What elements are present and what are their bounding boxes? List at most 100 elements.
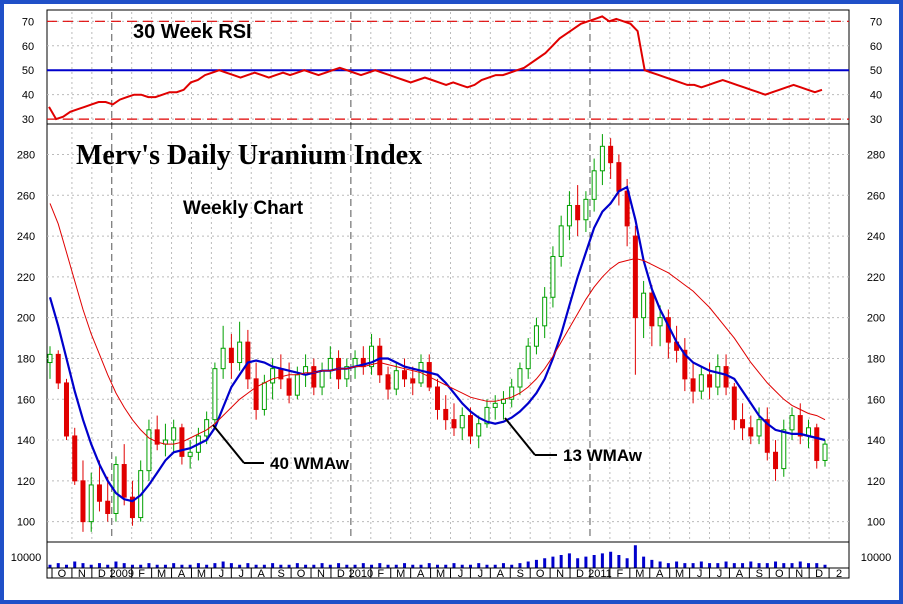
- volume-bar: [64, 564, 68, 568]
- price-tick-left: 120: [17, 476, 35, 488]
- candle: [253, 362, 259, 420]
- month-label: 2010: [349, 568, 373, 580]
- candle-body: [187, 451, 193, 457]
- month-label: J: [219, 568, 225, 580]
- volume-bar: [370, 564, 374, 568]
- candle-body: [616, 162, 622, 192]
- volume-bar: [699, 561, 703, 568]
- volume-bar: [551, 556, 555, 568]
- candle-body: [96, 484, 102, 502]
- volume-bar: [97, 563, 101, 568]
- candle: [402, 358, 408, 388]
- plot-border: [46, 9, 850, 579]
- rsi-panel: [47, 15, 849, 121]
- price-tick-right: 120: [867, 476, 885, 488]
- candle-body: [121, 464, 127, 498]
- volume-bar: [666, 563, 670, 568]
- volume-bar: [485, 564, 489, 568]
- price-tick-right: 260: [867, 190, 885, 202]
- month-label: J: [717, 568, 723, 580]
- candle: [525, 338, 531, 379]
- label-leader-13wma: [504, 417, 536, 456]
- volume-bar: [378, 563, 382, 568]
- candle-body: [129, 496, 135, 519]
- candle-body: [319, 370, 325, 388]
- volume-bar: [130, 564, 134, 568]
- month-label: D: [815, 568, 823, 580]
- month-label: J: [458, 568, 464, 580]
- candle-body: [723, 366, 729, 388]
- volume-tick-left: 10000: [11, 552, 42, 564]
- rsi-tick-left: 60: [22, 41, 34, 53]
- volume-bar: [716, 563, 720, 568]
- volume-bar: [534, 559, 538, 568]
- volume-bar: [48, 564, 52, 568]
- volume-bar: [238, 564, 242, 568]
- month-label: A: [417, 568, 425, 580]
- candle-body: [385, 374, 391, 390]
- candle-body: [566, 204, 572, 227]
- candle: [435, 378, 440, 420]
- candle: [533, 317, 539, 355]
- rsi-tick-right: 70: [870, 16, 882, 28]
- volume-bar: [304, 564, 308, 568]
- label-13wma: 13 WMAw: [563, 446, 643, 465]
- candle: [797, 403, 803, 445]
- volume-bar: [353, 564, 357, 568]
- price-tick-left: 160: [17, 394, 35, 406]
- candle: [509, 378, 515, 408]
- volume-panel: [48, 545, 827, 568]
- candle-body: [657, 317, 663, 327]
- volume-bar: [782, 563, 786, 568]
- month-label: N: [317, 568, 325, 580]
- volume-bar: [790, 563, 794, 568]
- volume-bar: [592, 555, 596, 568]
- volume-bar: [774, 561, 778, 568]
- candle: [443, 395, 449, 430]
- candle-body: [542, 296, 548, 327]
- volume-bar: [543, 558, 547, 568]
- price-tick-right: 240: [867, 231, 885, 243]
- candle-body: [327, 357, 333, 372]
- month-label: S: [517, 568, 524, 580]
- rsi-tick-right: 50: [870, 65, 882, 77]
- candle-body: [484, 406, 490, 425]
- candle-body: [509, 386, 515, 400]
- candle-body: [550, 255, 556, 298]
- volume-bar: [279, 564, 283, 568]
- candle: [146, 419, 152, 481]
- volume-bar: [386, 564, 390, 568]
- candle: [476, 415, 482, 449]
- volume-bar: [172, 563, 176, 568]
- candle-body: [575, 204, 581, 221]
- volume-bar: [180, 564, 184, 568]
- rsi-tick-right: 30: [870, 114, 882, 126]
- candle: [237, 321, 243, 371]
- month-label: F: [616, 568, 623, 580]
- candle-body: [171, 427, 177, 441]
- month-label: 2: [836, 568, 842, 580]
- candle-body: [410, 378, 416, 384]
- volume-bar: [518, 563, 522, 568]
- candle-body: [748, 427, 754, 437]
- month-label: F: [377, 568, 384, 580]
- candle-body: [237, 341, 243, 364]
- candle-body: [814, 427, 820, 461]
- candle: [492, 395, 498, 420]
- volume-bar: [675, 561, 679, 568]
- candle-body: [80, 480, 86, 523]
- volume-bar: [691, 563, 695, 568]
- candle-body: [525, 345, 531, 370]
- candle-body: [435, 386, 440, 410]
- month-label: D: [98, 568, 106, 580]
- price-tick-right: 200: [867, 313, 885, 325]
- candle: [55, 350, 61, 390]
- volume-bar: [807, 563, 811, 568]
- volume-bar: [337, 563, 341, 568]
- candle: [575, 185, 581, 237]
- month-label: S: [277, 568, 284, 580]
- moving-average-line: [49, 203, 826, 445]
- volume-bar: [493, 564, 497, 568]
- candle-body: [146, 429, 152, 472]
